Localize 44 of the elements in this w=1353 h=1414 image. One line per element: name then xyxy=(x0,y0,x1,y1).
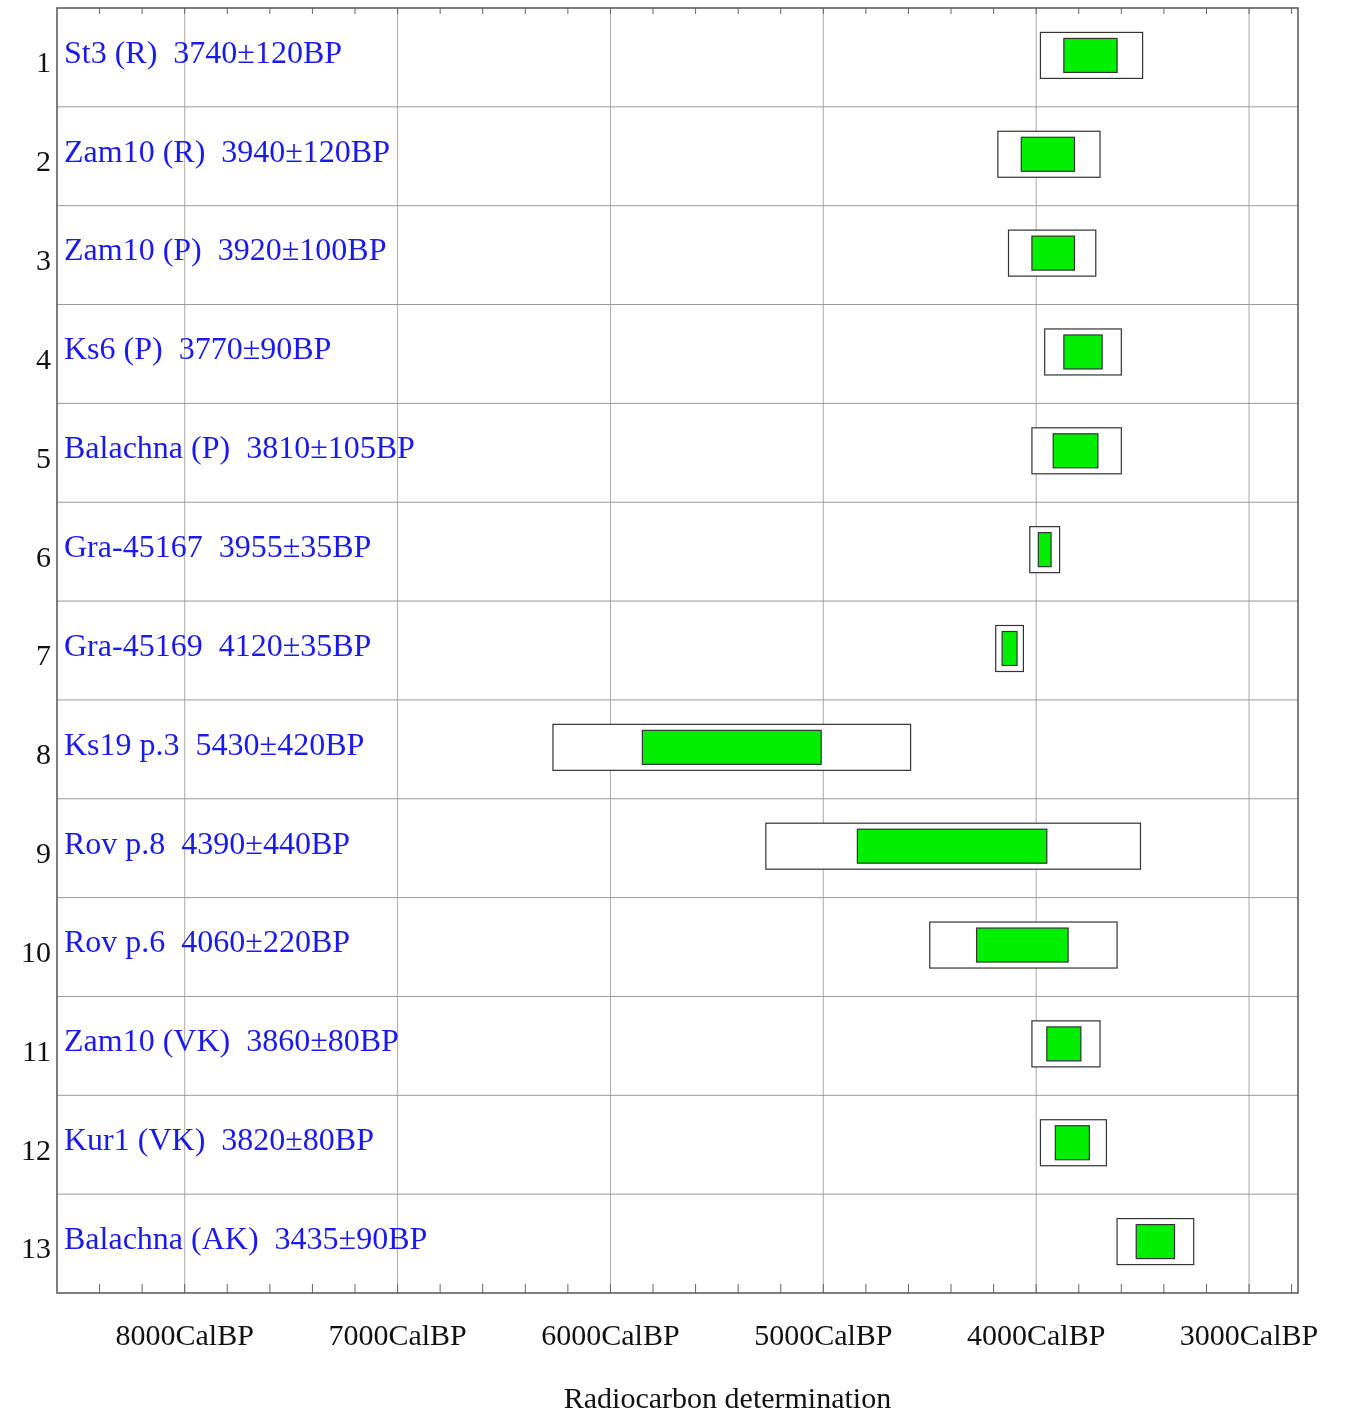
x-tick-label: 4000CalBP xyxy=(967,1318,1106,1351)
annotation: Kur1 (VK) 3820±80BP xyxy=(64,1121,374,1158)
x-tick-label: 3000CalBP xyxy=(1179,1318,1319,1351)
x-axis-title: Radiocarbon determination xyxy=(563,1381,892,1414)
bar xyxy=(856,828,1048,864)
x-tick-label: 8000CalBP xyxy=(115,1318,254,1351)
y-tick-label: 12 xyxy=(21,1132,51,1166)
bar xyxy=(975,927,1069,963)
annotation: Ks19 p.3 5430±420BP xyxy=(64,725,365,762)
annotation: Rov p.6 4060±220BP xyxy=(64,923,351,960)
x-tick-label: 5000CalBP xyxy=(754,1318,893,1351)
bar xyxy=(641,729,822,765)
y-tick-label: 10 xyxy=(21,934,51,968)
y-tick-label: 9 xyxy=(36,836,51,870)
bar xyxy=(1063,37,1118,74)
annotation: Ks6 (P) 3770±90BP xyxy=(64,330,332,367)
annotation: St3 (R) 3740±120BP xyxy=(64,33,343,70)
annotation: Rov p.8 4390±440BP xyxy=(64,824,351,861)
y-tick-label: 13 xyxy=(21,1231,51,1265)
y-tick-label: 6 xyxy=(36,539,51,573)
y-tick-label: 2 xyxy=(36,144,51,178)
y-tick-label: 8 xyxy=(36,737,51,771)
bar xyxy=(1054,1125,1090,1161)
x-tick-label: 7000CalBP xyxy=(328,1318,467,1351)
annotation: Zam10 (P) 3920±100BP xyxy=(64,231,387,268)
bar xyxy=(1052,433,1099,469)
bar xyxy=(1031,235,1076,271)
annotation: Zam10 (VK) 3860±80BP xyxy=(64,1022,399,1059)
annotation: Balachna (AK) 3435±90BP xyxy=(64,1219,428,1256)
y-tick-label: 7 xyxy=(36,638,51,672)
x-tick-label: 6000CalBP xyxy=(541,1318,680,1351)
y-tick-label: 3 xyxy=(36,243,51,277)
y-tick-label: 11 xyxy=(22,1033,51,1067)
y-tick-label: 4 xyxy=(36,341,51,375)
bar xyxy=(1063,334,1103,370)
y-tick-label: 1 xyxy=(36,45,51,79)
bar xyxy=(1135,1223,1176,1260)
bar xyxy=(1020,136,1076,172)
annotation: Gra-45167 3955±35BP xyxy=(64,528,372,564)
bar xyxy=(1046,1026,1082,1062)
annotation: Zam10 (R) 3940±120BP xyxy=(64,132,390,169)
y-tick-label: 5 xyxy=(36,440,51,474)
annotation: Gra-45169 4120±35BP xyxy=(64,626,372,663)
annotation: Balachna (P) 3810±105BP xyxy=(64,429,415,466)
